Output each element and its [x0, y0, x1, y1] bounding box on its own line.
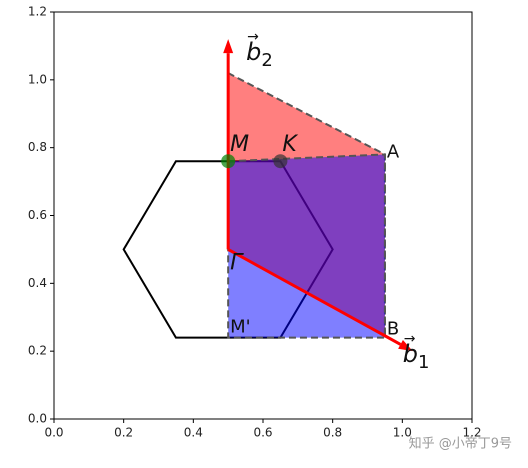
watermark: 知乎 @小帝丁9号 — [409, 436, 512, 452]
point — [273, 154, 288, 169]
region — [227, 153, 386, 339]
x-tick-label: 0.4 — [184, 426, 203, 440]
x-tick-label: 1.2 — [462, 426, 481, 440]
point-label: M' — [230, 317, 250, 338]
arrow-head — [398, 340, 413, 352]
y-tick-label: 1.2 — [28, 5, 47, 19]
arrow-label: b2 — [246, 38, 273, 71]
y-tick-label: 0.6 — [28, 208, 47, 222]
arrow-label-base: b — [246, 38, 261, 66]
point-label: B — [387, 319, 399, 340]
point-label: M — [230, 132, 249, 157]
arrow — [227, 248, 402, 346]
vector-arrow: → — [404, 331, 416, 347]
arrow-label-subscript: 2 — [261, 50, 272, 71]
y-tick-label: 0.8 — [28, 140, 47, 154]
x-tick-label: 0.8 — [323, 426, 342, 440]
arrow-label-base: b — [403, 340, 418, 368]
y-tick-label: 0.0 — [28, 412, 47, 426]
x-tick-label: 1.0 — [393, 426, 412, 440]
point-label: K — [282, 132, 298, 157]
arrow-head — [223, 39, 234, 54]
point-label: Γ — [230, 250, 244, 275]
y-tick-label: 0.4 — [28, 276, 47, 290]
arrow-label-subscript: 1 — [418, 352, 429, 373]
x-tick-label: 0.2 — [114, 426, 133, 440]
point-label: A — [387, 141, 400, 162]
x-tick-label: 0.0 — [44, 426, 63, 440]
arrow-label: b1 — [403, 340, 430, 373]
y-tick-label: 1.0 — [28, 72, 47, 86]
point — [221, 154, 236, 169]
x-tick-label: 0.6 — [253, 426, 272, 440]
y-tick-label: 0.2 — [28, 344, 47, 358]
vector-arrow: → — [247, 29, 259, 45]
